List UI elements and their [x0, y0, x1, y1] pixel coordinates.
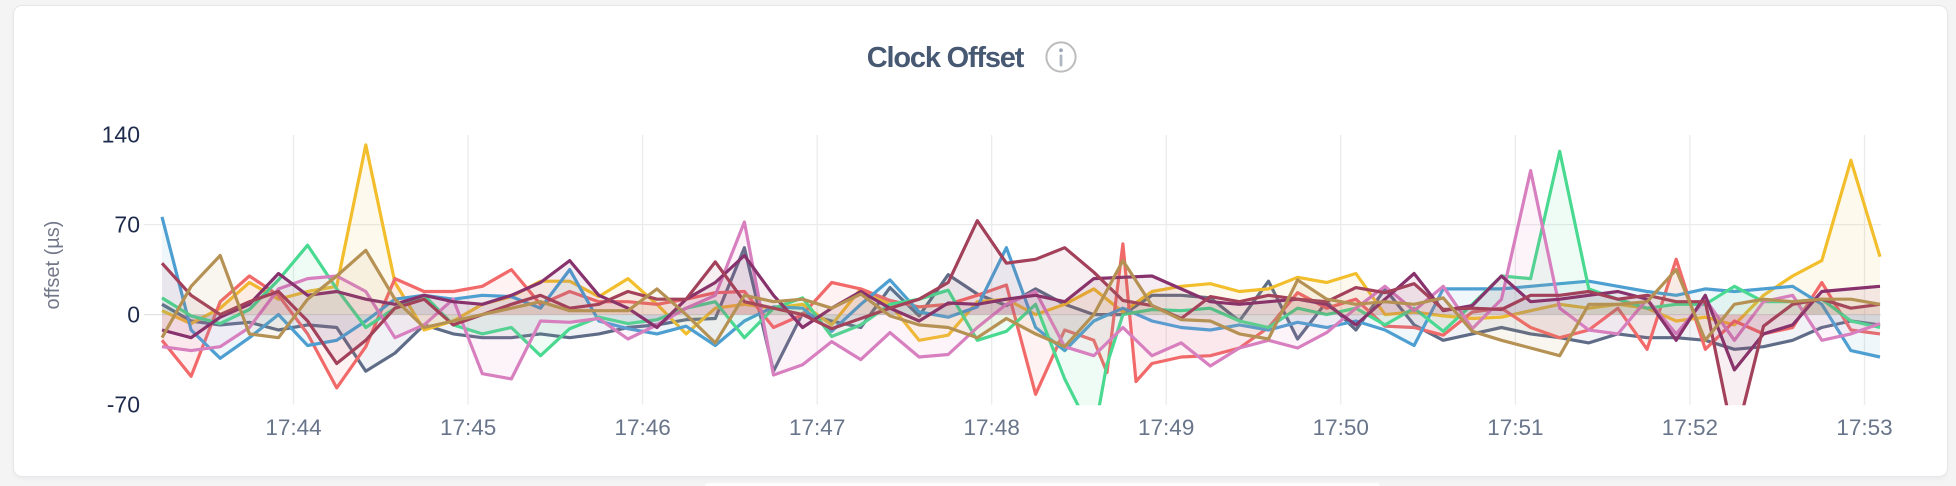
svg-text:17:50: 17:50 [1313, 415, 1369, 440]
svg-text:17:44: 17:44 [265, 415, 321, 440]
svg-text:offset (µs): offset (µs) [42, 221, 64, 310]
svg-text:17:46: 17:46 [614, 415, 670, 440]
svg-text:17:51: 17:51 [1487, 415, 1543, 440]
svg-text:17:52: 17:52 [1662, 415, 1718, 440]
svg-text:17:53: 17:53 [1836, 415, 1892, 440]
svg-text:-70: -70 [107, 392, 140, 418]
svg-text:17:47: 17:47 [789, 415, 845, 440]
svg-text:70: 70 [114, 212, 140, 238]
svg-text:0: 0 [127, 302, 140, 328]
svg-text:17:48: 17:48 [964, 415, 1020, 440]
svg-text:140: 140 [102, 122, 140, 148]
svg-text:17:45: 17:45 [440, 415, 496, 440]
svg-text:17:49: 17:49 [1138, 415, 1194, 440]
